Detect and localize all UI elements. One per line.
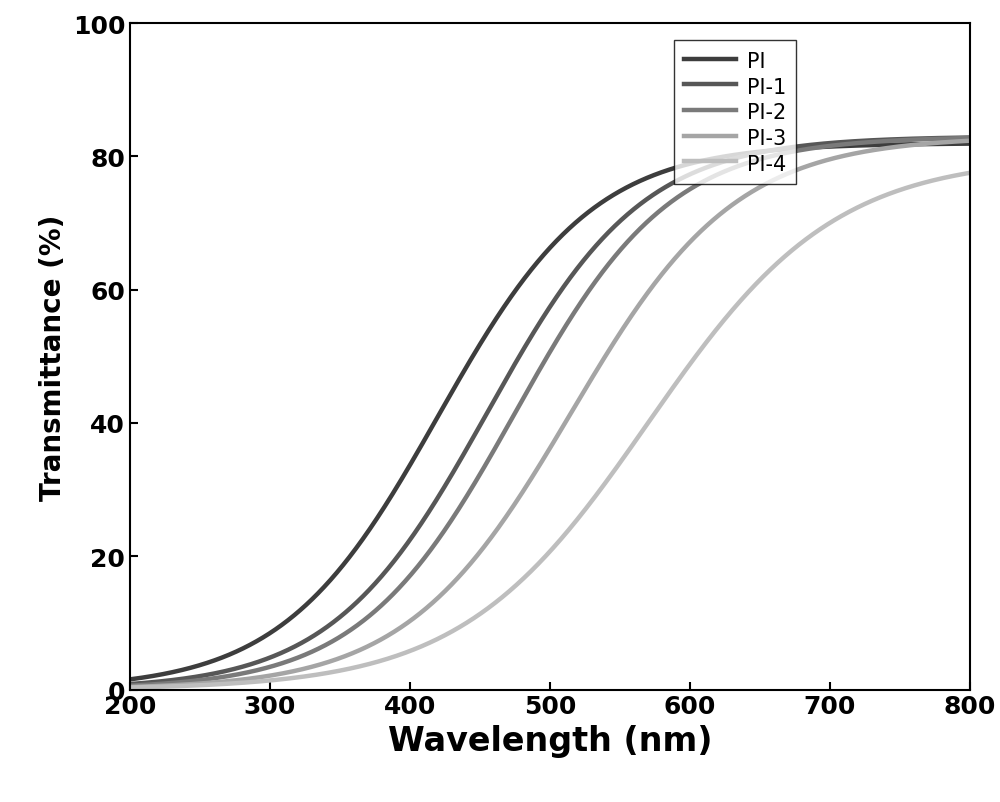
PI-3 (939, 138, 951, 148)
PI (167, 667, 179, 677)
PI-4 (964, 168, 976, 178)
PI-2 (939, 135, 951, 144)
PI (939, 140, 951, 149)
PI-1 (167, 675, 179, 685)
Line: PI-3: PI-3 (130, 141, 970, 687)
PI-4 (167, 682, 179, 691)
PI-1 (532, 321, 544, 330)
PI-2 (785, 148, 797, 157)
PI-3 (124, 683, 136, 692)
PI-1 (510, 358, 522, 367)
PI-3 (785, 168, 797, 177)
PI-4 (939, 173, 951, 183)
PI-1 (785, 144, 797, 153)
X-axis label: Wavelength (nm): Wavelength (nm) (388, 724, 712, 757)
PI-2 (940, 135, 952, 144)
PI-2 (964, 134, 976, 144)
PI-2 (510, 407, 522, 416)
PI-2 (167, 678, 179, 688)
PI-3 (964, 136, 976, 146)
PI (124, 674, 136, 684)
PI (510, 286, 522, 295)
PI (785, 145, 797, 155)
PI-1 (124, 679, 136, 689)
PI-4 (532, 559, 544, 569)
PI (940, 140, 952, 149)
PI-4 (940, 173, 952, 183)
Line: PI-2: PI-2 (130, 139, 970, 686)
Line: PI-1: PI-1 (130, 138, 970, 684)
PI-2 (124, 681, 136, 691)
PI-3 (532, 463, 544, 472)
PI (964, 140, 976, 149)
PI-4 (785, 247, 797, 257)
Line: PI: PI (130, 144, 970, 679)
Y-axis label: Transmittance (%): Transmittance (%) (39, 214, 67, 500)
PI-3 (940, 138, 952, 148)
PI (532, 257, 544, 266)
PI-1 (939, 134, 951, 144)
Legend: PI, PI-1, PI-2, PI-3, PI-4: PI, PI-1, PI-2, PI-3, PI-4 (674, 41, 796, 185)
PI-1 (964, 133, 976, 143)
PI-4 (124, 683, 136, 692)
PI-1 (940, 134, 952, 144)
PI-3 (510, 497, 522, 507)
PI-4 (510, 581, 522, 590)
PI-2 (532, 367, 544, 377)
Line: PI-4: PI-4 (130, 173, 970, 687)
PI-3 (167, 681, 179, 691)
